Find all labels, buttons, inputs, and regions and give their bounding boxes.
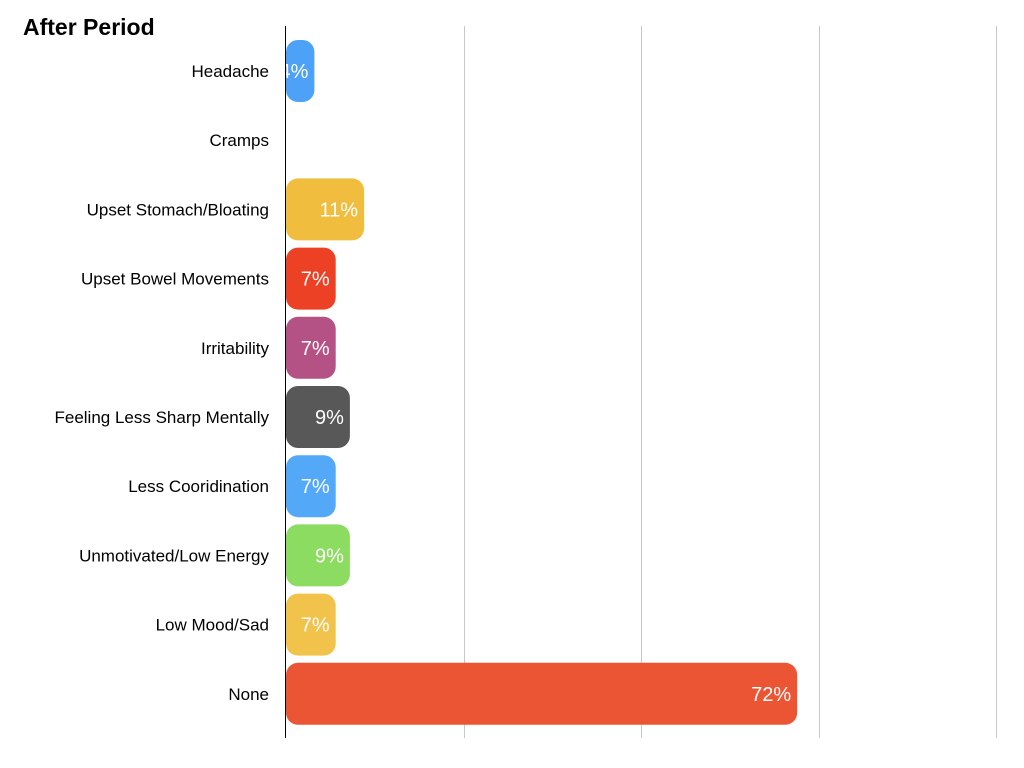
category-label: Upset Bowel Movements: [81, 270, 269, 289]
bar: [286, 524, 350, 587]
data-label: 4%: [279, 61, 308, 83]
bar: [286, 247, 336, 310]
data-label: 9%: [315, 407, 344, 429]
chart-title: After Period: [23, 14, 155, 40]
bar: [286, 662, 798, 725]
data-label: 7%: [301, 269, 330, 291]
data-label: 11%: [320, 199, 359, 221]
data-label: 7%: [301, 338, 330, 360]
bar: [286, 316, 336, 379]
bar: [286, 178, 365, 241]
category-label: Unmotivated/Low Energy: [79, 546, 269, 565]
bar: [286, 455, 336, 518]
data-label: 7%: [301, 476, 330, 498]
category-label: Feeling Less Sharp Mentally: [54, 408, 269, 427]
category-label: Cramps: [209, 131, 269, 150]
data-label: 7%: [301, 615, 330, 637]
data-label: 9%: [315, 545, 344, 567]
category-label: Headache: [191, 62, 269, 81]
data-label: 72%: [751, 684, 791, 706]
category-label: Less Cooridination: [128, 477, 269, 496]
category-label: Low Mood/Sad: [156, 616, 269, 635]
bar: [286, 386, 350, 448]
category-label: Irritability: [201, 339, 270, 358]
bar: [286, 593, 336, 656]
category-label: Upset Stomach/Bloating: [87, 200, 269, 219]
bar: [286, 40, 315, 102]
category-label: None: [228, 685, 269, 704]
